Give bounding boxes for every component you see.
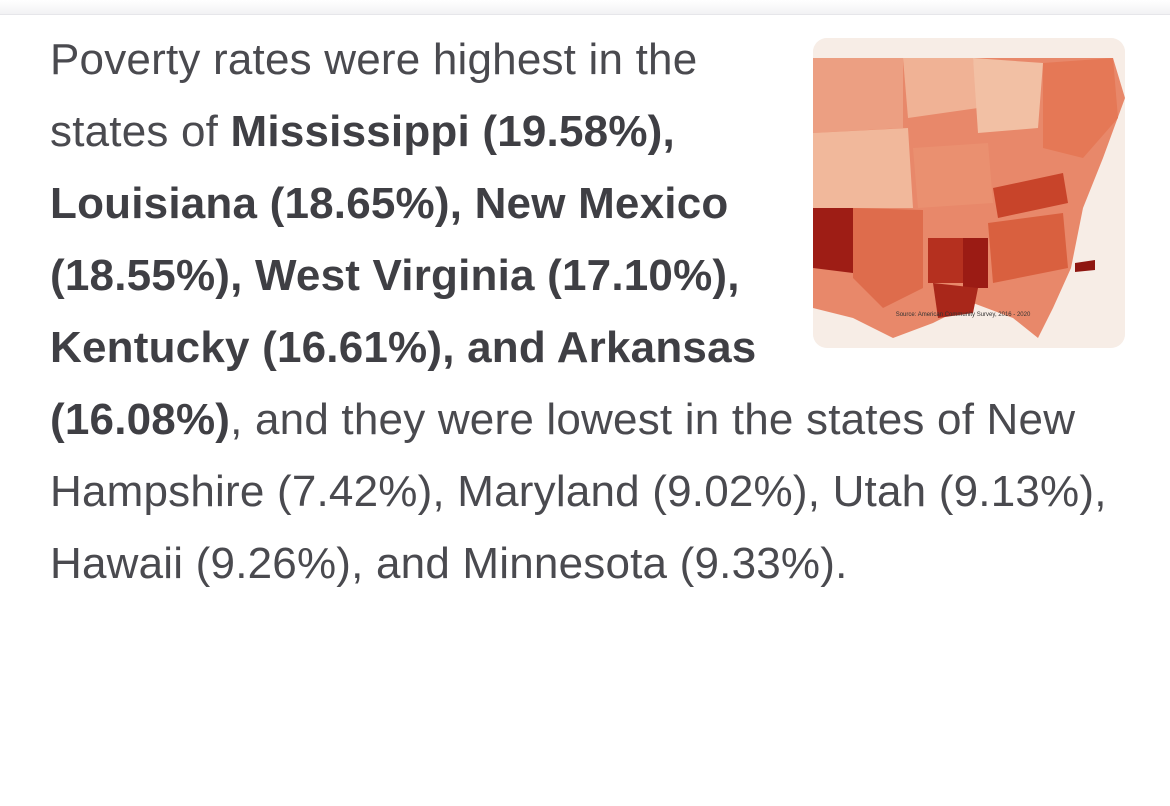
top-divider	[0, 0, 1170, 15]
answer-paragraph: Poverty rates were highest in the states…	[50, 24, 1125, 600]
text-segment: Poverty rates were highest in the states…	[50, 35, 698, 156]
map-thumbnail[interactable]: Source: American Community Survey, 2016 …	[813, 38, 1125, 348]
bold-text: Mississippi (19.58%), Louisiana (18.65%)…	[50, 107, 757, 444]
text-segment: , and they were lowest in the states of …	[50, 395, 1107, 588]
snippet: Source: American Community Survey, 2016 …	[50, 35, 1125, 614]
map-image: Source: American Community Survey, 2016 …	[813, 38, 1125, 348]
map-caption: Source: American Community Survey, 2016 …	[896, 312, 1031, 318]
